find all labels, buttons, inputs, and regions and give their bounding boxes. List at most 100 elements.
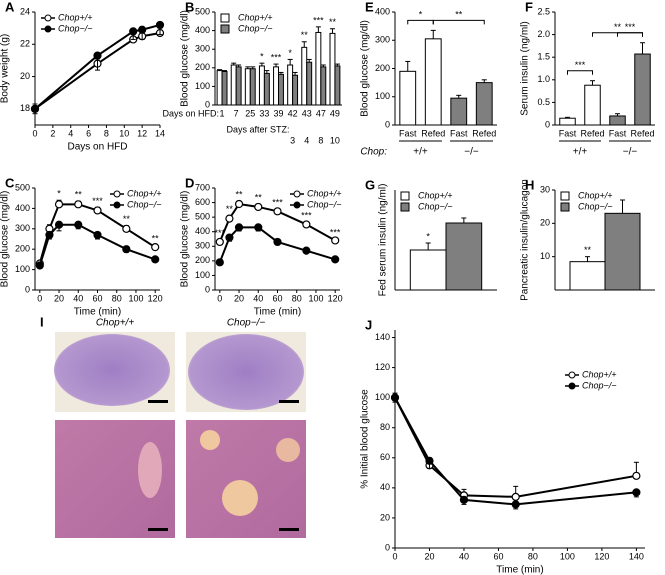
x-tick-label-2: 3 bbox=[290, 135, 295, 145]
x-tick-label: 6 bbox=[86, 128, 91, 138]
legend-label: Chop−/− bbox=[238, 23, 273, 33]
data-point bbox=[215, 237, 224, 247]
bar bbox=[216, 70, 223, 106]
x-tick-label: Fast bbox=[450, 128, 468, 138]
legend-swatch bbox=[400, 191, 410, 201]
panel-letter: H bbox=[525, 177, 534, 192]
significance: ** bbox=[301, 30, 309, 40]
y-tick-label: 20 bbox=[20, 71, 30, 81]
x-tick-label: Refed bbox=[421, 128, 445, 138]
histology: I Chop+/+ Chop−/− bbox=[40, 314, 306, 538]
significance: * bbox=[57, 189, 61, 199]
data-point bbox=[215, 258, 224, 267]
scale-bar bbox=[279, 528, 299, 531]
bracket bbox=[407, 19, 434, 25]
y-tick-label: 18 bbox=[20, 103, 30, 113]
x-tick-label: 42 bbox=[288, 108, 298, 118]
significance: ** bbox=[75, 190, 83, 200]
data-point bbox=[511, 500, 520, 509]
data-point bbox=[45, 230, 54, 240]
significance: ** bbox=[614, 22, 622, 32]
bar bbox=[320, 66, 327, 106]
bar bbox=[334, 65, 341, 106]
significance: *** bbox=[301, 211, 312, 221]
data-point bbox=[632, 488, 641, 497]
y-tick-label: 0 bbox=[205, 99, 210, 109]
significance: *** bbox=[330, 227, 341, 237]
x-tick-label: 20 bbox=[234, 293, 244, 303]
data-point bbox=[93, 206, 102, 215]
data-point bbox=[234, 199, 244, 209]
y-tick-label: 200 bbox=[195, 62, 210, 72]
x-tick-label: 80 bbox=[112, 293, 122, 303]
y-tick-label: 300 bbox=[15, 223, 30, 233]
y-tick-label: 200 bbox=[195, 255, 210, 265]
y-tick-label: 80 bbox=[380, 422, 390, 432]
bar bbox=[292, 74, 299, 106]
data-point bbox=[273, 207, 282, 216]
panel-letter: I bbox=[40, 314, 44, 329]
x-tick-label: 120 bbox=[148, 293, 163, 303]
y-axis-label: Blood glucose (mg/dl) bbox=[0, 191, 11, 288]
significance: *** bbox=[575, 60, 586, 70]
x-tick-label: 120 bbox=[328, 293, 343, 303]
legend-swatch bbox=[560, 191, 570, 201]
x-tick-label-2: 4 bbox=[304, 135, 309, 145]
y-axis-label: Serum insulin (ng/ml) bbox=[520, 21, 531, 115]
significance: ** bbox=[236, 189, 244, 199]
data-point bbox=[155, 20, 165, 30]
x-tick-label: 10 bbox=[119, 128, 129, 138]
x-tick-label: 120 bbox=[594, 551, 609, 561]
y-tick-label: 200 bbox=[375, 63, 390, 73]
x-tick-label: 0 bbox=[37, 293, 42, 303]
y-tick-label: 2.0 bbox=[537, 29, 550, 39]
x-tick-label: 60 bbox=[493, 551, 503, 561]
panel-letter: C bbox=[5, 175, 15, 190]
x-tick-label: 0 bbox=[392, 551, 397, 561]
series-line bbox=[34, 32, 161, 110]
legend-label: Chop−/− bbox=[578, 201, 613, 211]
significance: *** bbox=[313, 15, 324, 25]
data-point bbox=[331, 236, 340, 245]
legend-marker bbox=[568, 382, 576, 390]
significance: * bbox=[288, 48, 292, 58]
x-tick-label-2: 8 bbox=[318, 135, 323, 145]
y-tick-label: 0 bbox=[25, 284, 30, 294]
data-point bbox=[632, 471, 641, 480]
y-tick-label: 20 bbox=[540, 218, 550, 228]
x-tick-label: 25 bbox=[245, 108, 255, 118]
data-point bbox=[254, 223, 263, 232]
bar bbox=[258, 65, 265, 106]
bar bbox=[278, 73, 284, 106]
x-tick-label: 20 bbox=[54, 293, 64, 303]
x-tick-label: 1 bbox=[220, 108, 225, 118]
legend-swatch bbox=[220, 13, 230, 23]
legend-label: Chop+/+ bbox=[307, 188, 342, 198]
y-axis-label: % Initial blood glucose bbox=[360, 389, 371, 489]
bar bbox=[569, 261, 606, 291]
data-point bbox=[54, 200, 64, 209]
significance: ** bbox=[152, 233, 160, 243]
x-tick-label: Refed bbox=[580, 128, 604, 138]
y-tick-label: 0 bbox=[205, 284, 210, 294]
bar bbox=[315, 31, 322, 106]
significance: *** bbox=[272, 198, 283, 208]
x-tick-label: 4 bbox=[68, 128, 73, 138]
bar bbox=[287, 64, 294, 106]
legend-label: Chop+/+ bbox=[578, 190, 613, 200]
y-tick-label: 300 bbox=[375, 35, 390, 45]
islet bbox=[138, 442, 162, 498]
y-tick-label: 100 bbox=[195, 270, 210, 280]
panel-letter: F bbox=[525, 0, 533, 14]
scale-bar bbox=[279, 400, 299, 403]
x-tick-label: 100 bbox=[308, 293, 323, 303]
bracket bbox=[592, 32, 643, 37]
significance: ** bbox=[455, 10, 463, 20]
bar bbox=[445, 222, 483, 291]
y-tick-label: 1.5 bbox=[537, 52, 550, 62]
x-tick-label: 60 bbox=[92, 293, 102, 303]
data-point bbox=[93, 230, 102, 240]
significance: *** bbox=[625, 22, 636, 32]
y-tick-label: 22 bbox=[20, 39, 30, 49]
y-tick-label: 20 bbox=[380, 512, 390, 522]
